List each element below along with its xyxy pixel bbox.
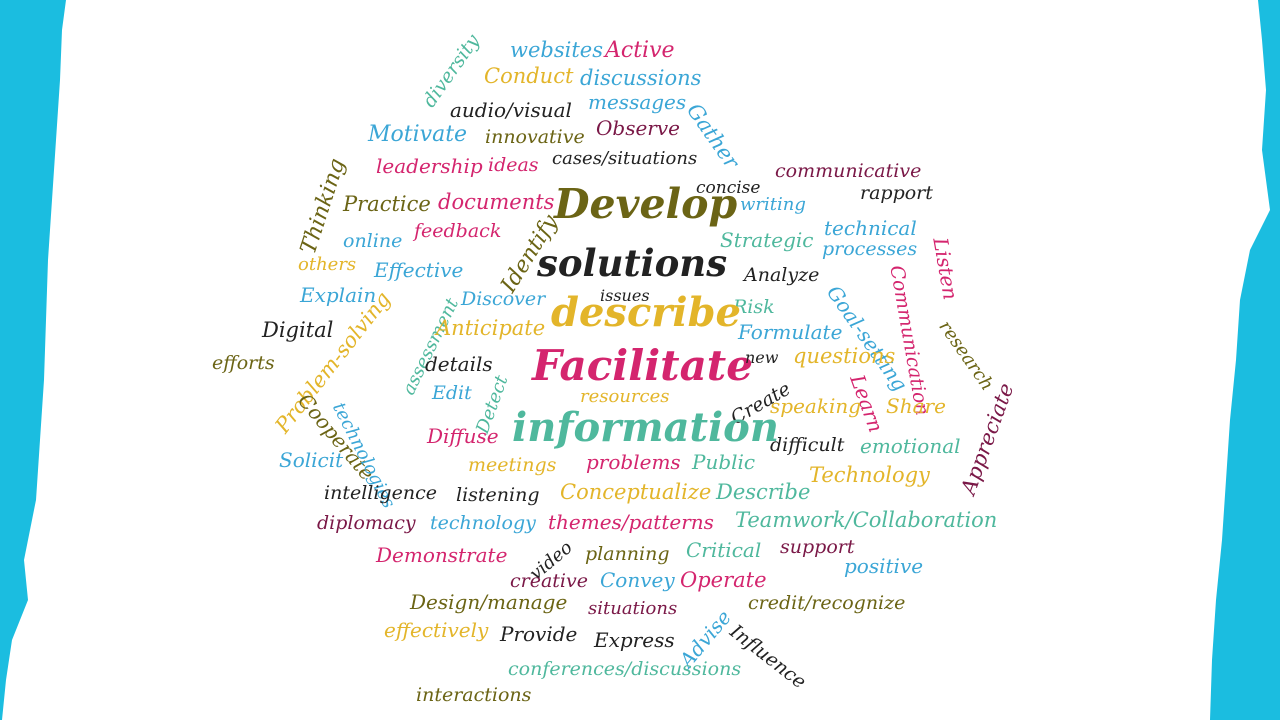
word-cloud-term: Convey: [600, 568, 675, 592]
word-cloud-term: communicative: [775, 160, 922, 182]
word-cloud-term: Design/manage: [410, 590, 568, 614]
word-cloud-term: Technology: [809, 463, 930, 487]
word-cloud-term: Effective: [374, 258, 464, 282]
word-cloud-term: solutions: [537, 241, 728, 285]
word-cloud-term: online: [343, 230, 403, 252]
word-cloud-term: ideas: [488, 154, 539, 176]
word-cloud-term: Provide: [500, 622, 578, 646]
word-cloud-term: resources: [580, 386, 670, 407]
word-cloud-term: messages: [588, 90, 687, 114]
word-cloud-term: credit/recognize: [748, 592, 906, 614]
word-cloud-term: difficult: [770, 434, 845, 456]
word-cloud-term: Listen: [928, 235, 963, 302]
word-cloud-term: Operate: [680, 568, 767, 592]
word-cloud-term: Conduct: [484, 64, 574, 88]
word-cloud-term: others: [298, 254, 357, 275]
word-cloud-term: rapport: [860, 182, 933, 204]
word-cloud-term: research: [934, 316, 998, 395]
word-cloud-term: Anticipate: [436, 316, 546, 340]
word-cloud-term: Analyze: [744, 264, 820, 286]
word-cloud-term: Discover: [461, 288, 546, 310]
word-cloud-term: Describe: [716, 480, 811, 504]
word-cloud-term: Diffuse: [427, 424, 499, 448]
word-cloud-term: Digital: [262, 318, 334, 342]
word-cloud-term: feedback: [414, 220, 502, 242]
word-cloud-term: details: [425, 352, 493, 376]
word-cloud-term: Demonstrate: [376, 543, 508, 567]
word-cloud-term: meetings: [468, 454, 557, 476]
word-cloud-term: Facilitate: [532, 341, 753, 390]
word-cloud-term: leadership: [376, 154, 483, 178]
word-cloud-term: Teamwork/Collaboration: [735, 508, 998, 532]
word-cloud-term: Active: [605, 38, 675, 63]
word-cloud-term: Practice: [343, 192, 431, 216]
word-cloud-term: problems: [586, 450, 681, 474]
word-cloud-term: interactions: [416, 684, 532, 706]
word-cloud-term: Motivate: [368, 122, 468, 147]
word-cloud-term: creative: [510, 570, 588, 592]
word-cloud-term: information: [512, 404, 779, 451]
word-cloud-term: Critical: [686, 538, 762, 562]
word-cloud-term: concise: [696, 178, 761, 198]
word-cloud-term: technology: [430, 512, 536, 534]
word-cloud-term: effectively: [384, 618, 489, 642]
word-cloud-term: diplomacy: [317, 512, 416, 534]
word-cloud-term: Observe: [596, 116, 680, 140]
word-cloud-term: audio/visual: [450, 98, 572, 122]
word-cloud-term: new: [745, 348, 779, 367]
word-cloud-term: cases/situations: [552, 148, 698, 169]
word-cloud-term: innovative: [485, 126, 585, 148]
word-cloud-term: Share: [886, 394, 946, 418]
word-cloud-term: Solicit: [279, 448, 344, 472]
word-cloud-term: Public: [692, 450, 756, 474]
word-cloud-term: listening: [456, 484, 540, 506]
word-cloud-term: Conceptualize: [560, 480, 712, 504]
word-cloud-term: Explain: [300, 283, 377, 307]
word-cloud-term: issues: [600, 286, 650, 305]
word-cloud-term: documents: [438, 190, 555, 214]
word-cloud-term: themes/patterns: [548, 510, 714, 534]
word-cloud-term: Express: [594, 628, 675, 652]
word-cloud-term: Edit: [432, 382, 472, 404]
word-cloud-term: Develop: [554, 180, 738, 228]
word-cloud-term: planning: [585, 543, 670, 565]
word-cloud-term: conferences/discussions: [508, 658, 742, 680]
word-cloud-term: positive: [844, 554, 924, 578]
word-cloud-term: support: [780, 536, 855, 558]
word-cloud-term: describe: [551, 289, 741, 336]
word-cloud-term: questions: [793, 344, 896, 368]
word-cloud-term: Thinking: [296, 155, 351, 258]
word-cloud-term: processes: [822, 238, 918, 260]
word-cloud-term: speaking: [770, 394, 862, 418]
word-cloud-term: efforts: [212, 352, 275, 374]
word-cloud-term: websites: [510, 38, 603, 62]
word-cloud-term: technical: [824, 216, 917, 240]
word-cloud-term: Risk: [733, 296, 775, 318]
word-cloud-term: writing: [740, 194, 806, 215]
word-cloud-term: situations: [588, 598, 678, 619]
word-cloud-term: Strategic: [720, 228, 814, 252]
word-cloud-term: intelligence: [324, 482, 437, 504]
word-cloud-term: emotional: [860, 434, 961, 458]
word-cloud-term: Appreciate: [956, 379, 1019, 498]
word-cloud-term: discussions: [580, 66, 702, 90]
word-cloud-term: Formulate: [738, 320, 843, 344]
